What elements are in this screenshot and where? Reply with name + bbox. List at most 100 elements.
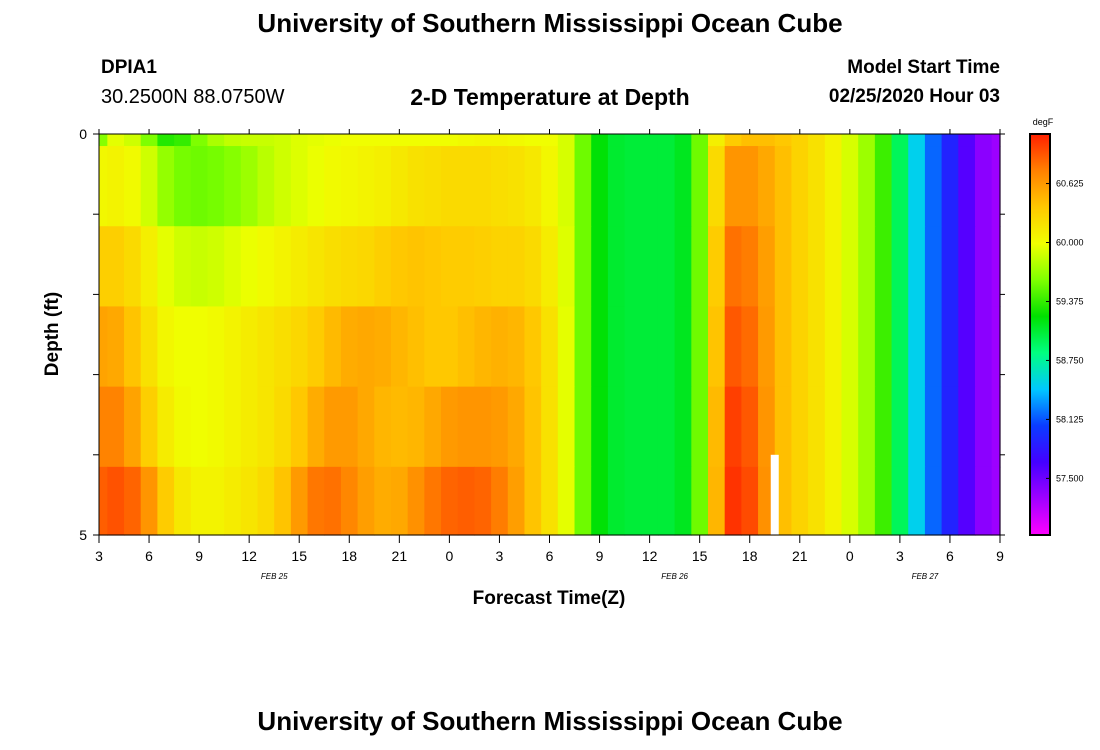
heatmap-cell (491, 466, 509, 536)
heatmap-cell (708, 386, 726, 468)
model-start-label: Model Start Time (847, 57, 1000, 78)
heatmap-cell (524, 134, 542, 147)
heatmap-cell (274, 226, 292, 308)
x-tick-label: 0 (445, 548, 453, 564)
heatmap-cell (808, 226, 826, 308)
y-tick-label: 0 (79, 126, 87, 142)
heatmap-cell (724, 226, 742, 308)
heatmap-cell (224, 306, 242, 388)
heatmap-cell (841, 386, 859, 468)
heatmap-cell (357, 466, 375, 536)
heatmap-cell (891, 386, 909, 468)
heatmap-cell (190, 466, 209, 536)
date-label: FEB 26 (661, 572, 688, 581)
heatmap-cell (708, 226, 726, 308)
x-tick-label: 12 (241, 548, 257, 564)
heatmap-cell (140, 134, 158, 147)
heatmap-cell (858, 146, 876, 227)
heatmap-cell (641, 466, 659, 536)
heatmap-cell (974, 146, 993, 227)
heatmap-cell (824, 306, 843, 388)
heatmap-cell (257, 146, 275, 227)
x-tick-label: 9 (195, 548, 203, 564)
heatmap-cell (340, 226, 359, 308)
heatmap-cell (874, 134, 893, 147)
heatmap-cell (858, 134, 876, 147)
heatmap-cell (507, 386, 526, 468)
heatmap-cell (324, 146, 342, 227)
heatmap-cell (774, 386, 793, 468)
heatmap-cell (874, 226, 893, 308)
date-labels: FEB 25 FEB 26 FEB 27 (261, 572, 939, 581)
heatmap-cell (858, 306, 876, 388)
colorbar-label: 58.750 (1056, 355, 1084, 365)
heatmap-cell (457, 146, 476, 227)
heatmap-cell (741, 226, 759, 308)
heatmap-cell (758, 134, 776, 147)
heatmap-cell (491, 226, 509, 308)
heatmap-cell (524, 226, 542, 308)
heatmap-cell (591, 134, 609, 147)
x-tick-label: 18 (341, 548, 357, 564)
heatmap-cell (224, 146, 242, 227)
heatmap-cell (541, 134, 559, 147)
heatmap-cell (157, 306, 175, 388)
heatmap-cells (99, 134, 1001, 536)
heatmap-cell (891, 466, 909, 536)
heatmap-cell (791, 386, 809, 468)
colorbar-label: 59.375 (1056, 296, 1084, 306)
heatmap-cell (574, 134, 592, 147)
y-tick-label: 5 (79, 527, 87, 543)
heatmap-cell (99, 386, 108, 468)
date-label: FEB 27 (912, 572, 939, 581)
heatmap-cell (557, 146, 576, 227)
heatmap-cell (307, 146, 325, 227)
heatmap-cell (474, 386, 492, 468)
heatmap-cell (474, 226, 492, 308)
x-tick-label: 3 (95, 548, 103, 564)
heatmap-cell (124, 226, 142, 308)
heatmap-cell (958, 466, 976, 536)
heatmap-cell (424, 306, 442, 388)
heatmap-cell (958, 146, 976, 227)
chart-subtitle: 2-D Temperature at Depth (410, 84, 690, 110)
heatmap-cell (207, 386, 225, 468)
heatmap-cell (991, 306, 1001, 388)
heatmap-cell (557, 226, 576, 308)
missing-data-cell (770, 454, 779, 535)
heatmap-cell (858, 386, 876, 468)
heatmap-cell (941, 386, 959, 468)
heatmap-cell (958, 226, 976, 308)
heatmap-cell (691, 134, 709, 147)
heatmap-cell (624, 466, 642, 536)
heatmap-cell (891, 146, 909, 227)
heatmap-cell (307, 226, 325, 308)
x-tick-label: 21 (392, 548, 408, 564)
x-tick-label: 15 (692, 548, 708, 564)
heatmap-cell (724, 146, 742, 227)
heatmap-cell (824, 386, 843, 468)
heatmap-cell (708, 306, 726, 388)
heatmap-cell (941, 134, 959, 147)
station-coordinates: 30.2500N 88.0750W (101, 86, 285, 108)
heatmap-cell (107, 386, 125, 468)
heatmap-cell (657, 386, 676, 468)
heatmap-cell (991, 146, 1001, 227)
heatmap-cell (574, 306, 592, 388)
heatmap-cell (240, 466, 259, 536)
heatmap-cell (641, 386, 659, 468)
heatmap-cell (641, 146, 659, 227)
heatmap-cell (324, 306, 342, 388)
heatmap-cell (240, 306, 259, 388)
heatmap-cell (908, 466, 926, 536)
heatmap-cell (824, 466, 843, 536)
heatmap-cell (124, 146, 142, 227)
x-tick-label: 6 (546, 548, 554, 564)
heatmap-cell (674, 466, 692, 536)
heatmap-cell (290, 146, 309, 227)
heatmap-cell (758, 146, 776, 227)
heatmap-cell (224, 386, 242, 468)
heatmap-cell (774, 226, 793, 308)
heatmap-cell (774, 146, 793, 227)
heatmap-cell (274, 306, 292, 388)
